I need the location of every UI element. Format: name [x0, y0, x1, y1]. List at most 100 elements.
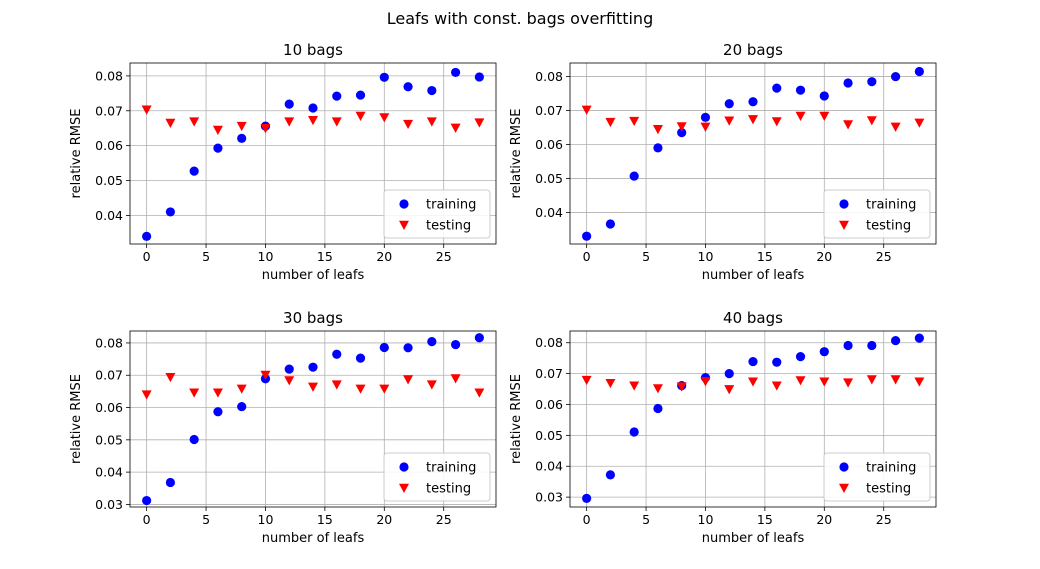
testing-point [771, 117, 782, 127]
x-tick-label: 5 [642, 249, 650, 264]
testing-point [426, 380, 437, 390]
legend-label-testing: testing [426, 219, 471, 234]
x-tick-label: 0 [143, 249, 151, 264]
training-point [379, 72, 389, 82]
axes-frame [129, 62, 497, 245]
x-tick-label: 5 [202, 249, 210, 264]
training-point [748, 97, 758, 107]
testing-point [212, 125, 223, 135]
testing-point [866, 375, 877, 385]
legend-testing-marker [839, 220, 849, 230]
testing-point [474, 388, 485, 398]
legend-box [383, 189, 491, 239]
training-point [142, 231, 152, 241]
training-point [284, 364, 294, 374]
testing-point [914, 118, 925, 128]
training-point [795, 85, 806, 95]
y-tick-label: 0.04 [95, 465, 123, 480]
x-axis-label: number of leafs [702, 268, 805, 283]
training-point [284, 99, 294, 109]
training-point [700, 112, 711, 122]
x-axis-label: number of leafs [262, 268, 365, 283]
testing-point [189, 117, 200, 127]
y-tick-label: 0.08 [535, 69, 563, 84]
legend: training testing [823, 452, 931, 502]
training-point [582, 231, 592, 241]
training-point [914, 66, 924, 77]
subplot-title: 40 bags [723, 309, 783, 327]
training-point [237, 401, 247, 412]
legend-training-marker [399, 199, 409, 209]
training-point [189, 434, 199, 445]
y-tick-label: 0.05 [95, 432, 123, 447]
training-point [237, 133, 247, 143]
testing-point [403, 375, 414, 385]
x-tick-label: 20 [376, 512, 392, 527]
testing-point [795, 111, 806, 121]
y-axis-label: relative RMSE [69, 374, 84, 464]
testing-point [866, 116, 877, 126]
testing-point [403, 119, 414, 130]
testing-point [474, 118, 485, 128]
x-tick-label: 10 [698, 512, 714, 527]
legend-training-marker [399, 462, 409, 472]
testing-point [165, 118, 176, 128]
training-point [142, 495, 152, 506]
y-tick-label: 0.07 [95, 368, 123, 383]
training-point [403, 82, 413, 92]
testing-point [700, 377, 711, 387]
figure-title: Leafs with const. bags overfitting [386, 9, 654, 28]
legend-testing-marker [399, 220, 409, 230]
legend: training testing [823, 189, 931, 239]
testing-point [724, 385, 735, 395]
y-tick-label: 0.08 [95, 68, 123, 83]
testing-point [652, 125, 663, 135]
training-point [819, 347, 829, 357]
training-point [213, 143, 223, 153]
axes-frame [569, 330, 937, 508]
training-point [772, 83, 782, 93]
legend-box [823, 452, 931, 502]
testing-point [629, 116, 640, 127]
x-tick-label: 15 [757, 512, 773, 527]
testing-point [379, 113, 390, 123]
y-tick-label: 0.06 [535, 137, 563, 152]
y-tick-label: 0.08 [95, 335, 123, 350]
training-point [332, 91, 342, 101]
legend-testing-marker [839, 483, 849, 493]
legend-label-training: training [426, 461, 476, 476]
axes-frame [569, 62, 937, 245]
testing-point [260, 370, 271, 380]
x-tick-label: 15 [317, 512, 333, 527]
training-point [890, 335, 901, 346]
y-tick-label: 0.05 [95, 173, 123, 188]
testing-point [284, 117, 295, 127]
y-tick-label: 0.07 [535, 103, 563, 118]
training-point [629, 171, 639, 181]
y-tick-label: 0.04 [535, 459, 563, 474]
testing-point [450, 123, 461, 133]
legend-label-training: training [866, 461, 916, 476]
training-point [724, 369, 734, 379]
training-point [474, 333, 484, 343]
testing-point [795, 376, 806, 386]
axes-frame [129, 330, 497, 508]
y-tick-label: 0.06 [95, 400, 123, 415]
testing-point [748, 115, 758, 125]
testing-point [141, 105, 152, 115]
testing-point [331, 117, 342, 127]
legend-training-marker [839, 462, 849, 472]
testing-point [700, 122, 711, 132]
subplot-4: 0 5 10 15 20 25 0.03 0.04 0.05 0.06 0.07 0.08 40 bag… [509, 309, 937, 546]
testing-point [236, 121, 247, 132]
x-tick-label: 25 [876, 512, 892, 527]
testing-point [843, 120, 854, 130]
testing-point [819, 377, 830, 387]
testing-point [379, 384, 390, 394]
training-point [724, 99, 734, 109]
y-tick-label: 0.06 [95, 138, 123, 153]
testing-point [308, 382, 318, 392]
x-tick-label: 10 [258, 512, 274, 527]
training-point [653, 403, 663, 414]
training-point [355, 90, 366, 100]
